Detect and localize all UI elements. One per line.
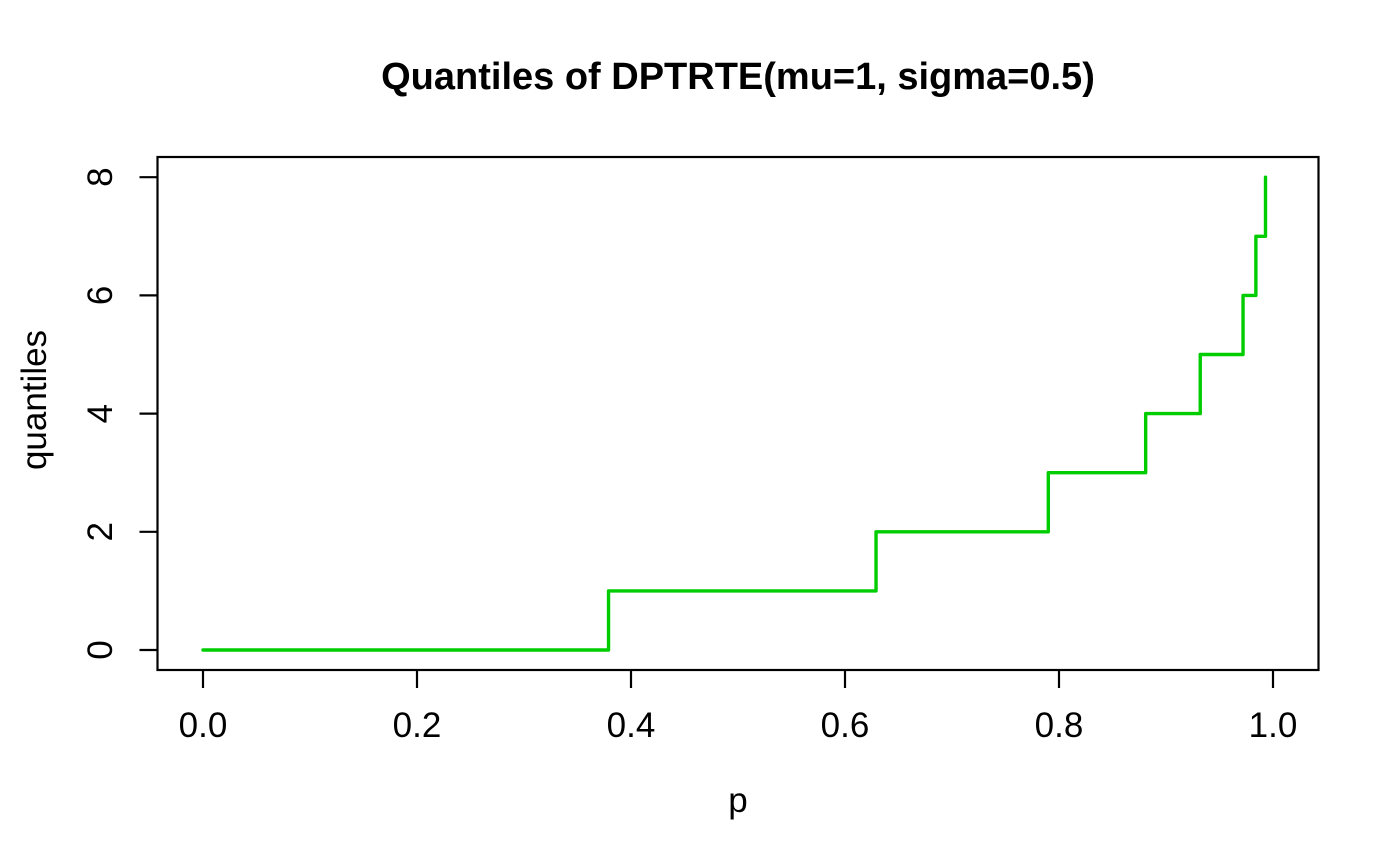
x-axis: 0.0 0.2 0.4 0.6 0.8 1.0	[179, 670, 1298, 745]
y-tick-label: 6	[81, 286, 120, 305]
chart-title: Quantiles of DPTRTE(mu=1, sigma=0.5)	[381, 56, 1095, 98]
y-tick-label: 0	[81, 640, 120, 659]
x-tick-label: 1.0	[1249, 706, 1298, 745]
y-axis-label: quantiles	[15, 330, 54, 470]
x-tick-label: 0.4	[607, 706, 656, 745]
x-tick-label: 0.0	[179, 706, 228, 745]
quantile-step-line	[201, 175, 1268, 652]
y-axis: 0 2 4 6 8	[81, 167, 158, 660]
x-tick-label: 0.6	[821, 706, 870, 745]
x-tick-label: 0.8	[1035, 706, 1084, 745]
x-axis-label: p	[728, 781, 747, 820]
y-tick-label: 4	[81, 404, 120, 423]
y-tick-label: 8	[81, 167, 120, 186]
y-tick-label: 2	[81, 522, 120, 541]
x-tick-label: 0.2	[393, 706, 442, 745]
